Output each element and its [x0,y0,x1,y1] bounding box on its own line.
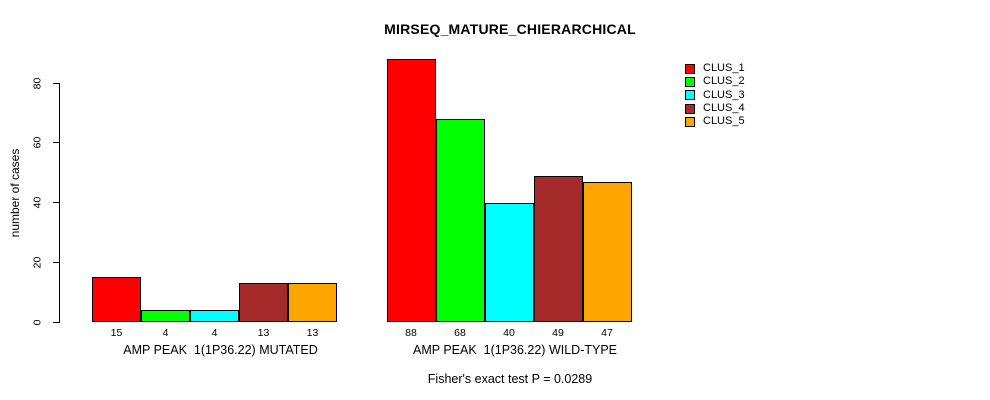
bar-value-label: 68 [454,327,466,339]
legend-item: CLUS_4 [685,102,745,115]
legend-swatch-clus-1 [685,63,695,74]
group-label: AMP PEAK 1(1P36.22) MUTATED [123,343,318,357]
bar-clus_1 [92,277,141,322]
legend-swatch-clus-2 [685,76,695,87]
bar-value-label: 40 [503,327,515,339]
bar-clus_5 [582,181,632,322]
bar-value-label: 13 [257,327,270,339]
y-tick-mark [53,321,60,323]
y-tick-label: 0 [31,319,44,325]
legend-label: CLUS_2 [703,75,745,88]
bar-clus_4 [239,283,288,322]
bar-clus_4 [533,175,583,322]
y-tick-label: 60 [31,136,44,149]
legend-label: CLUS_5 [703,115,745,128]
legend-swatch-clus-5 [685,116,695,127]
y-tick-label: 40 [31,196,44,209]
legend-label: CLUS_4 [703,101,745,114]
y-tick-mark [53,142,60,144]
bar-value-label: 15 [110,327,123,339]
legend-swatch-clus-3 [685,90,695,101]
y-tick-label: 80 [31,77,44,89]
bar-clus_1 [386,59,436,322]
legend-item: CLUS_2 [685,75,745,88]
group-label: AMP PEAK 1(1P36.22) WILD-TYPE [412,343,618,357]
bar-clus_3 [484,202,534,322]
y-tick-label: 20 [31,256,44,269]
legend: CLUS_1 CLUS_2 CLUS_3 CLUS_4 CLUS_5 [685,62,745,128]
chart-title: MIRSEQ_MATURE_CHIERARCHICAL [384,21,636,37]
footnote-fisher-test: Fisher's exact test P = 0.0289 [427,372,593,386]
y-axis [59,83,60,323]
bar-value-label: 4 [211,327,218,339]
legend-label: CLUS_1 [703,62,745,74]
y-tick-mark [53,202,60,203]
bar-value-label: 13 [306,327,319,339]
bar-clus_2 [141,310,190,322]
legend-swatch-clus-4 [685,103,695,114]
legend-item: CLUS_3 [685,89,745,102]
bar-value-label: 49 [552,327,564,339]
y-tick-mark [53,261,60,263]
bar-value-label: 4 [162,327,169,339]
bar-clus_2 [435,118,485,322]
bar-clus_3 [190,310,239,322]
bar-clus_5 [288,283,337,322]
bar-value-label: 88 [405,327,417,339]
legend-item: CLUS_1 [685,62,745,75]
legend-item: CLUS_5 [685,115,745,128]
y-tick-mark [53,82,60,84]
legend-label: CLUS_3 [703,88,745,101]
y-axis-label: number of cases [8,148,22,238]
bar-value-label: 47 [601,327,613,339]
